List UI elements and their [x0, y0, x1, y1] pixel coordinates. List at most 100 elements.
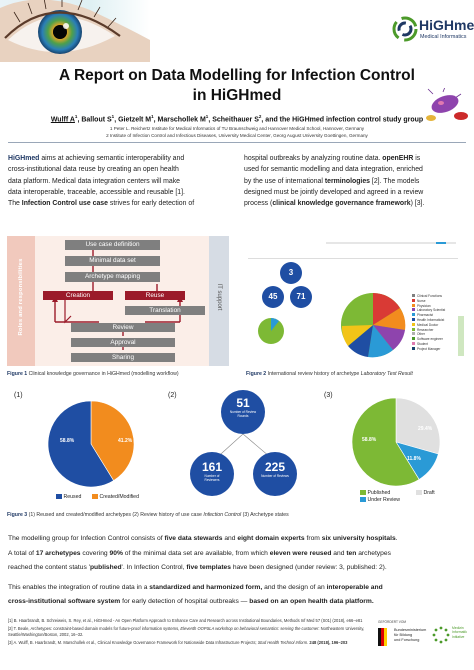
step-minimal-data-set: Minimal data set	[65, 256, 160, 266]
figure-3-panel: (1) (2) (3) 58.8% 41.2% Reused Created/M…	[8, 384, 466, 508]
affiliation-2: 2 Institute of Infection Control and Inf…	[106, 133, 368, 138]
highmed-logo: HiGHmed Medical Informatics	[392, 16, 474, 46]
legend-swatch-under-review	[360, 497, 366, 503]
figure-1-workflow: Roles and responsibilities IT support Us…	[7, 236, 229, 366]
fig2-legend-swatch	[412, 332, 415, 336]
pie1-label-reused: 58.8%	[60, 438, 75, 444]
results-line-5: cross-institutional software system for …	[8, 598, 374, 605]
step-sharing: Sharing	[71, 353, 175, 362]
fig2-legend-item: Clinical Functions	[412, 294, 456, 299]
pie-archetype-states	[351, 397, 441, 487]
results-line-4: This enables the integration of routine …	[8, 583, 383, 591]
fig2-legend-swatch	[412, 317, 415, 321]
medizininformatik-logo-icon	[432, 626, 450, 644]
fig2-legend-item: Researcher	[412, 327, 456, 333]
fig2-legend-item: Nurse	[412, 298, 456, 304]
legend-swatch-published	[360, 490, 366, 496]
circle-reviews: 225 Number of Reviews	[253, 452, 297, 496]
header-divider	[8, 142, 466, 143]
funder-block: GEFÖRDERT VOM Bundesministerium für Bildu…	[378, 620, 472, 666]
pie-slice-created-modified	[90, 400, 135, 482]
fig2-circle-71: 71	[290, 286, 312, 308]
step-review: Review	[71, 323, 175, 332]
pie1-legend-created: Created/Modified	[92, 494, 139, 500]
poster-title: A Report on Data Modelling for Infection…	[0, 66, 474, 106]
fig2-legend-swatch	[412, 308, 415, 312]
fig2-legend-swatch	[412, 341, 415, 345]
fig2-legend-label: Other	[417, 332, 425, 337]
circle-reviewers: 161 Number of Reviewers	[190, 452, 234, 496]
fig2-legend-swatch	[412, 313, 415, 317]
funder-label: GEFÖRDERT VOM	[378, 620, 407, 624]
step-translation: Translation	[125, 306, 205, 315]
fig2-legend-item: Pharmacist	[412, 313, 456, 318]
reviews-value: 225	[264, 460, 286, 474]
title-line-2: in HiGHmed	[192, 87, 282, 104]
it-support-label: IT support	[216, 283, 222, 311]
fig2-legend-label: Clinical Functions	[417, 294, 442, 298]
bmbf-text: Bundesministerium für Bildung und Forschun…	[394, 628, 427, 642]
fig2-legend-item: Physician	[412, 303, 456, 309]
fig2-panel-top	[248, 236, 458, 259]
fig2-legend-item: Medical Doctor	[412, 322, 456, 328]
fig2-top-bar	[326, 242, 456, 244]
fig2-legend-swatch	[412, 337, 415, 341]
fig2-circle-3: 3	[280, 262, 302, 284]
legend-published: Published	[360, 490, 400, 497]
fig2-legend-label: Nurse	[417, 298, 426, 303]
reviews-label: Number of Reviews	[261, 474, 289, 478]
fig2-legend-item: Student	[412, 341, 456, 347]
fig2-legend-label: Researcher	[417, 327, 434, 332]
step-use-case-definition: Use case definition	[65, 240, 160, 250]
fig2-legend-swatch	[412, 294, 415, 297]
fig2-legend-list: Clinical Functions Nurse Physician Laborato…	[412, 294, 456, 352]
pathogen-illustration	[426, 88, 468, 121]
pie-slice-published	[351, 397, 420, 487]
fig2-legend: Clinical Functions Nurse Physician Laborato…	[412, 294, 456, 352]
reviewers-value: 161	[201, 460, 223, 474]
fig2-legend-item: Project Manager	[412, 346, 456, 352]
fig2-legend-swatch	[412, 327, 415, 331]
results-text: The modelling group for Infection Contro…	[8, 532, 470, 610]
highmed-logo-mark	[392, 16, 418, 42]
legend-swatch-draft	[416, 490, 422, 496]
pie2-label-draft: 29.4%	[418, 426, 433, 432]
fig3-label-3: (3)	[324, 392, 333, 399]
fig2-watermark	[458, 316, 464, 356]
reference-2: [2] T. Beale, Archetypes: constraint-bas…	[8, 626, 365, 637]
fig2-legend-item: Laboratory Scientist	[412, 308, 456, 313]
legend-swatch-reused	[56, 494, 62, 500]
legend-draft: Draft	[416, 490, 435, 496]
logo-subtitle: Medical Informatics	[420, 34, 467, 40]
step-archetype-mapping: Archetype mapping	[65, 272, 160, 282]
intro-left-column: HiGHmed aims at achieving semantic inter…	[8, 155, 195, 208]
fig2-legend-swatch	[412, 303, 415, 307]
pie2-label-published: 58.8%	[362, 437, 377, 443]
fig2-legend-item: Software engineer	[412, 337, 456, 342]
results-line-2: A total of 17 archetypes covering 90% of…	[8, 549, 391, 557]
german-eagle-icon	[378, 628, 387, 646]
fig2-legend-label: Software engineer	[417, 337, 443, 342]
fig2-legend-item: Other	[412, 332, 456, 337]
step-creation: Creation	[43, 291, 113, 300]
mi-initiative-text: Medizin Informatik Initiative	[452, 626, 467, 639]
fig2-legend-swatch	[412, 322, 415, 326]
step-approval: Approval	[71, 338, 175, 347]
fig2-legend-label: Project Manager	[417, 346, 441, 351]
circle-review-rounds: 51 Number of Review Rounds	[221, 390, 265, 434]
fig2-circle-45: 45	[262, 286, 284, 308]
fig2-legend-label: Physician	[417, 303, 431, 308]
pie1-legend-reused: Reused	[56, 494, 81, 500]
header-eye-image	[0, 0, 150, 62]
reference-3: [3] A. Wulff, B. Haarbrandt, M. Marschol…	[8, 640, 348, 646]
affiliation-1: 1 Peter L. Reichertz Institute for Medic…	[109, 126, 365, 131]
figure-2-review-history: 3 45 71 Clinical Functions Nurse Physician…	[246, 236, 470, 368]
fig2-legend-swatch	[412, 298, 415, 302]
pie2-legend: Published Under Review	[360, 490, 400, 504]
pie1-label-created: 41.2%	[118, 438, 133, 444]
results-line-3: reached the content status 'published'. …	[8, 564, 387, 571]
fig3-label-1: (1)	[14, 392, 23, 399]
fig2-legend-label: Medical Doctor	[417, 322, 439, 327]
it-support-panel	[209, 236, 229, 366]
step-reuse: Reuse	[125, 291, 185, 300]
